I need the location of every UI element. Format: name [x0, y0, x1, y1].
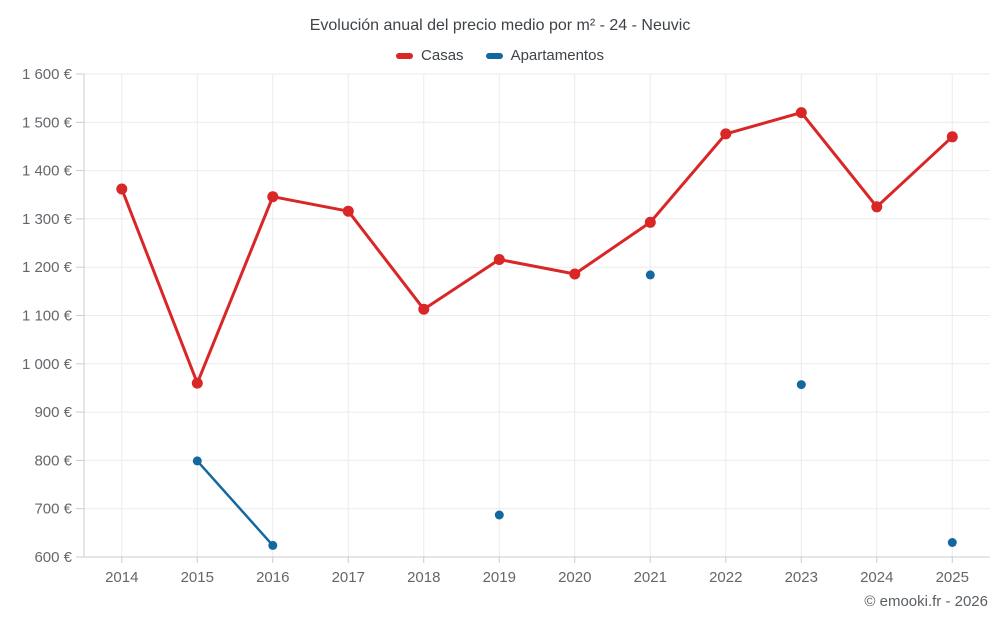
y-axis-label: 1 400 € [22, 163, 73, 180]
x-axis-label: 2019 [483, 569, 516, 586]
x-axis-label: 2017 [332, 569, 365, 586]
y-axis-label: 600 € [34, 549, 72, 566]
y-axis-label: 1 200 € [22, 259, 73, 276]
y-axis-label: 1 500 € [22, 114, 73, 131]
series-casas-point-2018[interactable] [418, 303, 430, 315]
series-apartamentos [192, 270, 957, 550]
y-axis-label: 900 € [34, 404, 72, 421]
series-casas-point-2020[interactable] [569, 268, 581, 280]
series-apartamentos-point-2015[interactable] [192, 456, 202, 466]
x-axis-label: 2016 [256, 569, 289, 586]
y-axis-label: 1 000 € [22, 356, 73, 373]
series-apartamentos-point-2019[interactable] [494, 510, 504, 520]
legend-item-apartamentos[interactable]: Apartamentos [485, 47, 604, 64]
legend-label: Apartamentos [510, 47, 604, 64]
legend-marker-casas [396, 52, 414, 59]
x-axis-label: 2022 [709, 569, 742, 586]
gridlines [84, 73, 990, 558]
y-axis-label: 1 100 € [22, 308, 73, 325]
x-axis-label: 2018 [407, 569, 440, 586]
series-casas-point-2014[interactable] [116, 183, 128, 195]
x-axis-label: 2025 [936, 569, 969, 586]
series-casas-point-2023[interactable] [795, 107, 807, 119]
x-axis-label: 2015 [181, 569, 214, 586]
y-axis-label: 800 € [34, 452, 72, 469]
x-axis-label: 2024 [860, 569, 893, 586]
series-apartamentos-point-2023[interactable] [796, 380, 806, 390]
legend-item-casas[interactable]: Casas [396, 47, 464, 64]
copyright-note: © emooki.fr - 2026 [864, 593, 988, 610]
chart-title: Evolución anual del precio medio por m² … [309, 17, 691, 34]
axis-labels: 600 € 700 € 800 € 900 € 1 000 € 1 100 € 1 200 … [22, 66, 969, 586]
series-casas-point-2019[interactable] [493, 254, 505, 265]
series-casas-point-2022[interactable] [720, 128, 732, 140]
legend-marker-apartamentos [485, 52, 503, 59]
series-casas-point-2015[interactable] [191, 377, 203, 389]
legend-label: Casas [421, 47, 464, 64]
series-casas [116, 107, 958, 389]
series-casas-line [120, 111, 954, 385]
x-axis-label: 2014 [105, 569, 138, 586]
series-casas-point-2017[interactable] [342, 205, 354, 217]
series-apartamentos-point-2016[interactable] [268, 540, 278, 550]
series-casas-point-2024[interactable] [871, 201, 883, 213]
chart-legend: Casas Apartamentos [0, 47, 1000, 64]
x-axis-label: 2020 [558, 569, 591, 586]
axis-ticks [76, 73, 953, 563]
y-axis-label: 700 € [34, 501, 72, 518]
series-casas-point-2016[interactable] [267, 191, 279, 203]
series-casas-point-2025[interactable] [946, 131, 958, 143]
x-axis-label: 2021 [634, 569, 667, 586]
series-apartamentos-point-2021[interactable] [645, 270, 655, 280]
y-axis-label: 1 600 € [22, 66, 73, 83]
series-apartamentos-point-2025[interactable] [947, 538, 957, 547]
series-casas-point-2021[interactable] [644, 216, 656, 228]
y-axis-label: 1 300 € [22, 211, 73, 228]
x-axis-label: 2023 [785, 569, 818, 586]
